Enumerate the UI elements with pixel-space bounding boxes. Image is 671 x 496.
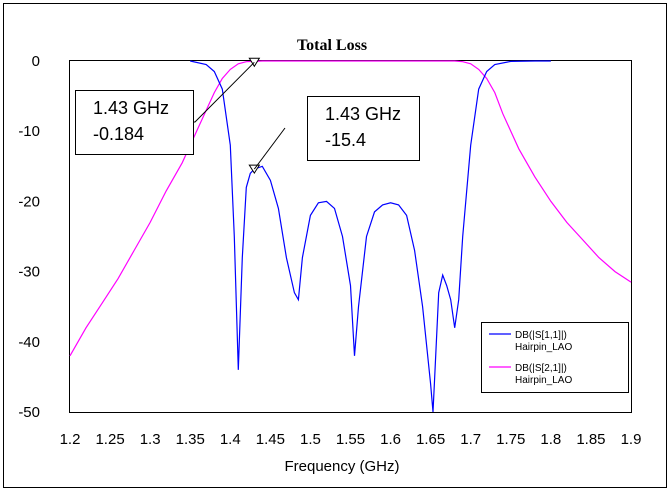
x-tick-label: 1.4 [220, 431, 241, 448]
y-tick-label: -30 [18, 264, 40, 281]
marker-triangle [248, 57, 261, 68]
series-line-1 [69, 60, 632, 357]
legend-series-sub: Hairpin_LAO [515, 375, 572, 386]
marker-layer: 1.43 GHz -0.184 1.43 GHz -15.4 [75, 57, 420, 175]
x-tick-label: 1.75 [496, 431, 525, 448]
marker-callout-box [75, 90, 194, 155]
y-tick-label: 0 [32, 53, 40, 70]
x-tick-label: 1.5 [300, 431, 321, 448]
x-tick-label: 1.55 [336, 431, 365, 448]
x-tick-label: 1.8 [540, 431, 561, 448]
x-tick-label: 1.9 [621, 431, 642, 448]
y-tick-label: -20 [18, 193, 40, 210]
legend: DB(|S[1,1]|)Hairpin_LAODB(|S[2,1]|)Hairp… [481, 322, 629, 393]
marker-value-label: -15.4 [325, 130, 366, 150]
chart-border [3, 3, 667, 488]
x-tick-label: 1.6 [380, 431, 401, 448]
x-tick-label: 1.65 [416, 431, 445, 448]
y-tick-label: -10 [18, 123, 40, 140]
legend-series-name: DB(|S[2,1]|) [515, 363, 567, 374]
x-tick-label: 1.45 [256, 431, 285, 448]
series-line-0 [190, 60, 551, 413]
x-tick-label: 1.35 [176, 431, 205, 448]
x-tick-label: 1.2 [60, 431, 81, 448]
x-tick-label: 1.85 [576, 431, 605, 448]
marker-value-label: -0.184 [93, 124, 144, 144]
marker-frequency-label: 1.43 GHz [93, 98, 169, 118]
chart-title: Total Loss [297, 37, 367, 54]
x-tick-label: 1.25 [95, 431, 124, 448]
legend-series-sub: Hairpin_LAO [515, 342, 572, 353]
x-axis: 1.2 1.25 1.3 1.35 1.4 1.45 1.5 1.55 1.6 1.65 1.7 1.… [60, 431, 642, 448]
y-axis: 0 -10 -20 -30 -40 -50 [18, 53, 40, 421]
y-tick-label: -50 [18, 404, 40, 421]
x-axis-label: Frequency (GHz) [284, 458, 399, 475]
marker-leader-line [253, 127, 286, 170]
marker-callout-box [307, 96, 420, 161]
marker-frequency-label: 1.43 GHz [325, 104, 401, 124]
series-layer [69, 60, 632, 413]
x-tick-label: 1.7 [460, 431, 481, 448]
legend-series-name: DB(|S[1,1]|) [515, 330, 567, 341]
y-tick-label: -40 [18, 334, 40, 351]
x-tick-label: 1.3 [140, 431, 161, 448]
